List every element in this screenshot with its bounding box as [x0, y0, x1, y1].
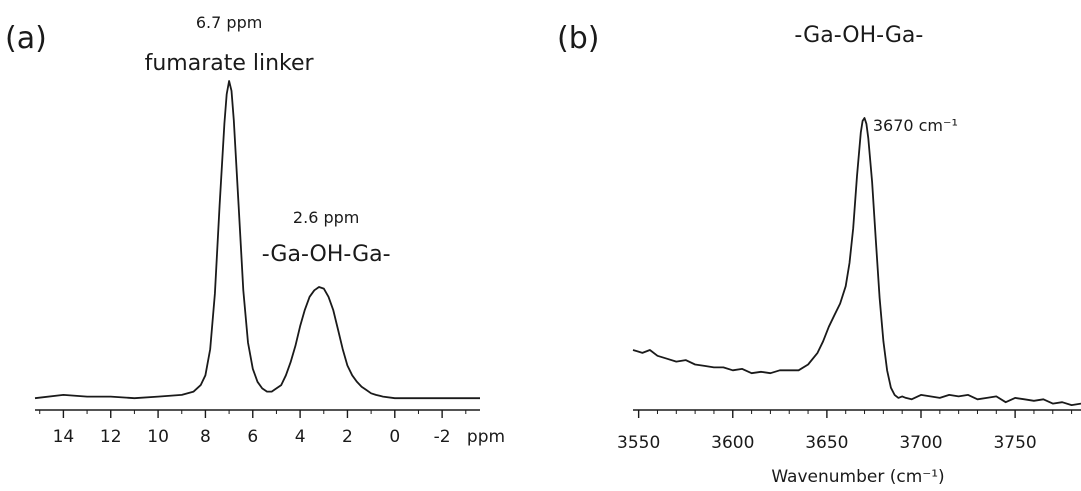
- panel-b-label: (b): [557, 21, 599, 56]
- panel-a-label: (a): [5, 21, 47, 56]
- panel-a-peak-annotation: -Ga-OH-Ga-: [262, 242, 391, 267]
- panel-a-tick-label: 0: [389, 427, 400, 447]
- panel-a-tick-label: 2: [342, 427, 353, 447]
- panel-a-tick-label: 8: [200, 427, 211, 447]
- panel-b-tick-label: 3750: [993, 433, 1036, 453]
- panel-b-tick-label: 3600: [711, 433, 754, 453]
- panel-b-spectrum-line: [633, 118, 1081, 405]
- panel-a-peak-annotation: 2.6 ppm: [293, 208, 359, 227]
- panel-a-peak-annotation: 6.7 ppm: [196, 13, 262, 32]
- panel-a-tick-label: 10: [147, 427, 169, 447]
- panel-b-peak-annotation: -Ga-OH-Ga-: [794, 23, 923, 48]
- panel-a-nmr-spectrum: (a) ppm 14 12 10 8 6 4 2 0 -2 6.7 ppm fumarate lin…: [5, 13, 505, 447]
- panel-a-tick-label: 12: [100, 427, 122, 447]
- panel-b-tick-label: 3650: [805, 433, 848, 453]
- panel-b-x-axis-title: Wavenumber (cm⁻¹): [771, 467, 944, 487]
- panel-a-tick-label: 14: [53, 427, 75, 447]
- panel-a-tick-label: 6: [247, 427, 258, 447]
- panel-a-spectrum-line: [35, 81, 480, 398]
- panel-b-ir-spectrum: (b) Wavenumber (cm⁻¹) 3550 3600 3650 3700 37…: [557, 21, 1081, 487]
- panel-a-peak-annotation: fumarate linker: [145, 51, 315, 76]
- panel-a-tick-label: -2: [434, 427, 451, 447]
- panel-a-tick-label: 4: [295, 427, 306, 447]
- panel-b-tick-label: 3550: [617, 433, 660, 453]
- panel-b-peak-annotation: 3670 cm⁻¹: [873, 116, 958, 135]
- panel-b-tick-label: 3700: [899, 433, 942, 453]
- panel-a-x-unit-label: ppm: [467, 427, 505, 447]
